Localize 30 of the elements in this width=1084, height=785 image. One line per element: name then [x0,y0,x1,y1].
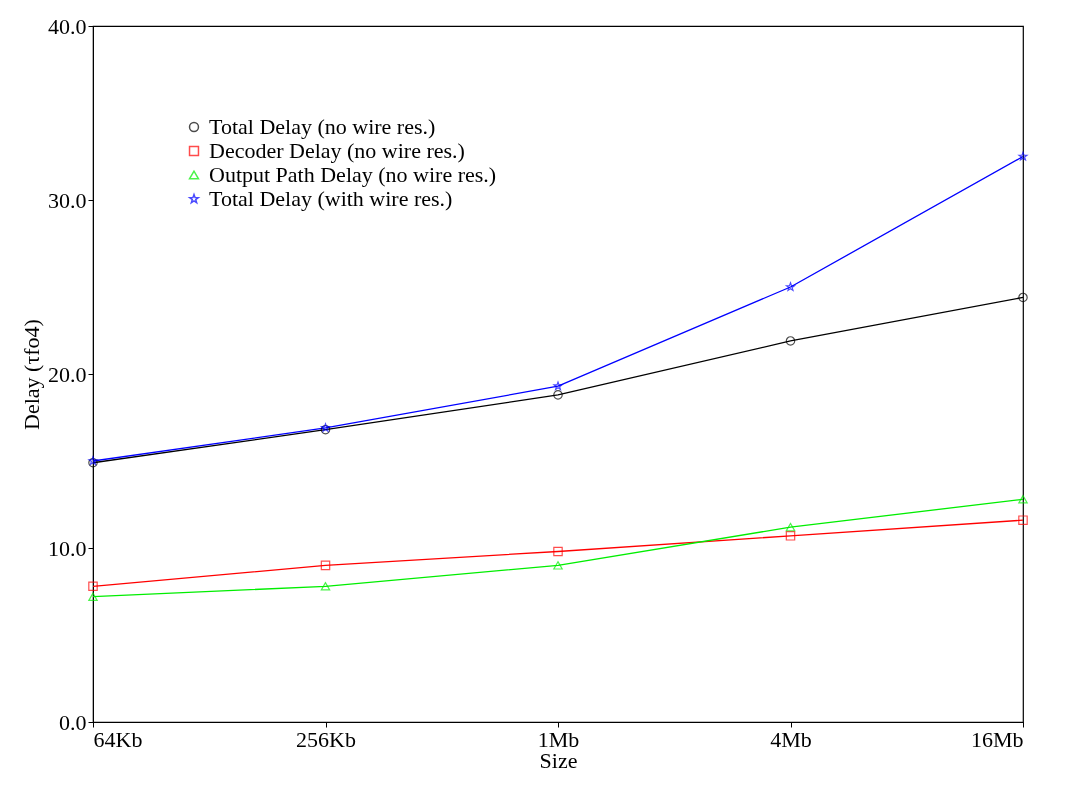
point [1018,292,1028,303]
y-tick-label: 10.0 [48,535,87,561]
point [1018,515,1028,525]
point [785,336,796,346]
point [785,282,796,291]
y-axis-title: Delay (τfo4) [19,319,44,430]
legend-label: Output Path Delay (no wire res.) [209,162,497,187]
point [88,592,98,601]
y-tick-label: 0.0 [59,709,87,735]
x-tick-label: 64Kb [93,726,143,752]
point [785,531,796,541]
legend-label: Total Delay (with wire res.) [209,186,453,211]
legend-label: Total Delay (no wire res.) [209,114,436,139]
legend-label: Decoder Delay (no wire res.) [209,138,465,163]
point [1018,495,1028,504]
point [88,581,98,592]
y-tick-label: 40.0 [48,13,87,39]
point [553,561,563,570]
point [553,381,563,391]
point [553,546,563,557]
y-tick-label: 20.0 [48,361,87,387]
x-tick-label: 4Mb [770,726,812,752]
point [320,560,331,571]
x-tick-label: 16Mb [970,726,1024,752]
point [785,522,796,532]
point [320,582,331,591]
point [553,390,563,400]
x-tick-label: 256Kb [296,726,356,752]
y-tick-label: 30.0 [48,187,87,213]
point [1018,151,1028,161]
